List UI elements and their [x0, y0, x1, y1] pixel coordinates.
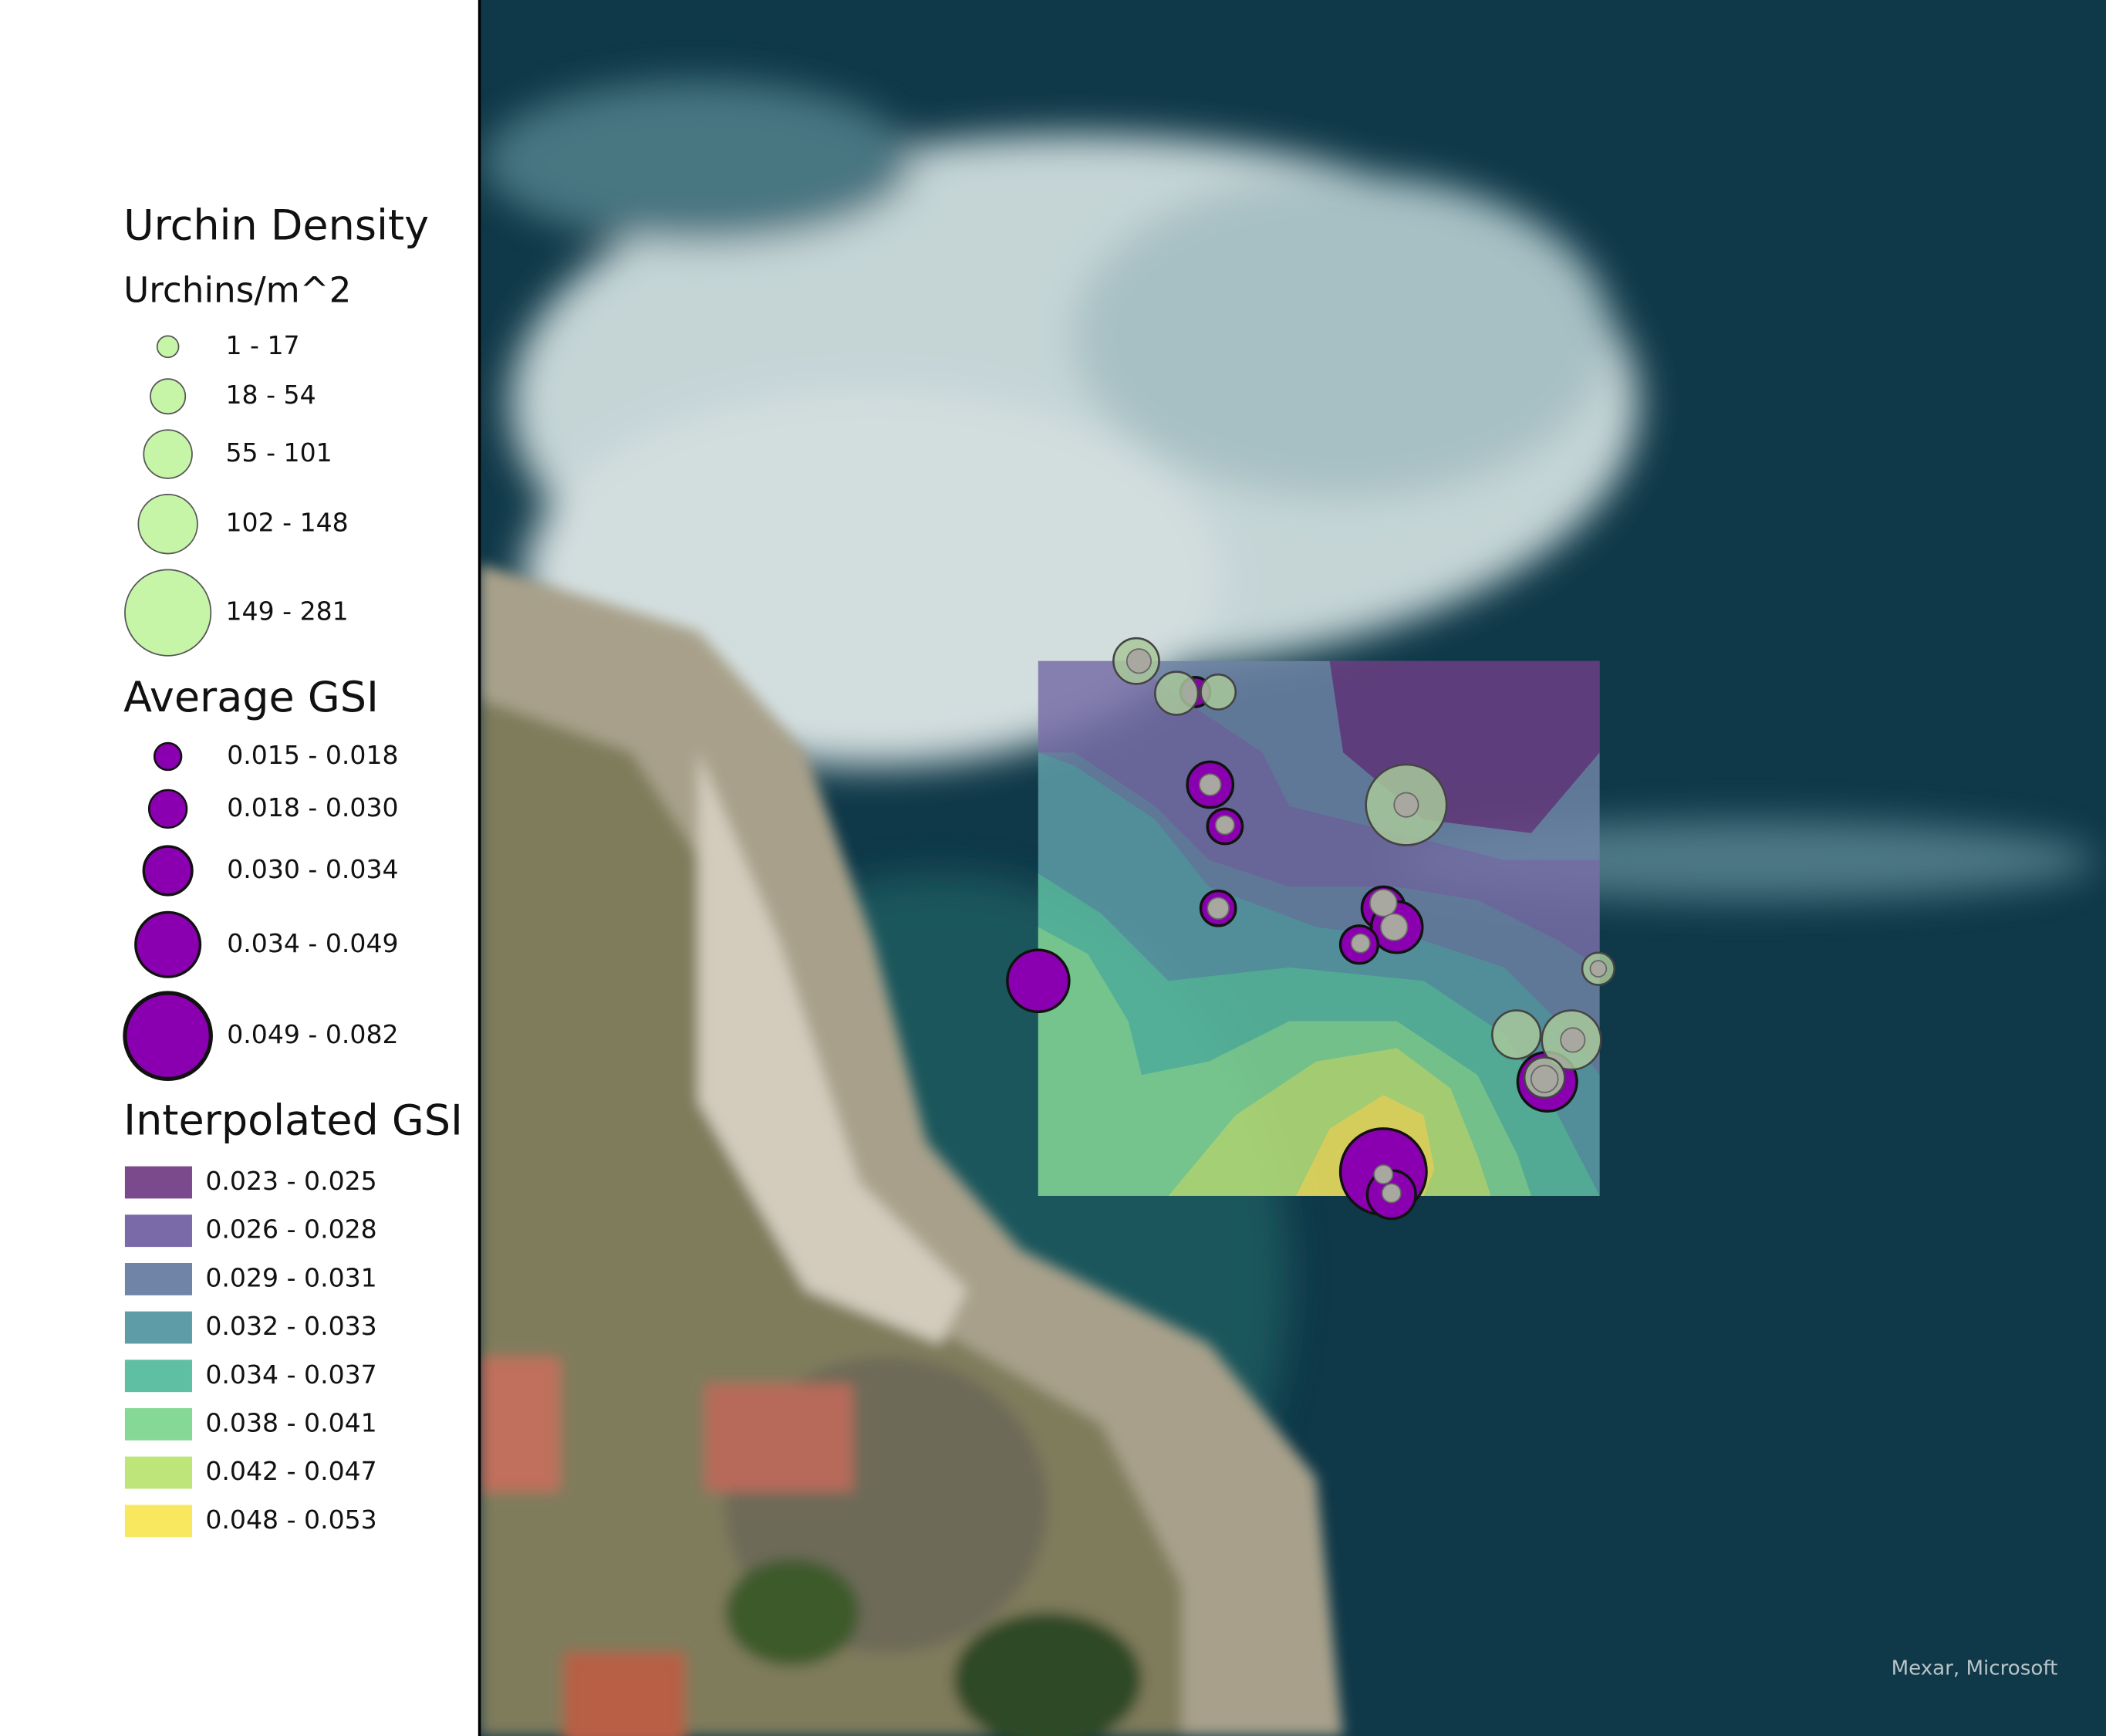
legend-label: 0.049 - 0.082 — [227, 1019, 398, 1049]
legend-symbol — [142, 845, 194, 897]
legend-panel — [0, 0, 480, 1736]
legend-swatch — [124, 1214, 192, 1248]
legend-swatch — [124, 1456, 192, 1489]
legend-symbol — [150, 378, 187, 415]
legend-symbol — [124, 569, 212, 657]
legend-title: Urchin Density — [123, 201, 429, 250]
legend-label: 0.048 - 0.053 — [205, 1505, 376, 1535]
legend-label: 18 - 54 — [225, 380, 316, 410]
legend-label: 0.032 - 0.033 — [205, 1311, 376, 1341]
legend-label: 0.015 - 0.018 — [227, 740, 398, 770]
attribution: Mexar, Microsoft — [1892, 1657, 2058, 1680]
legend-title: Interpolated GSI — [123, 1096, 463, 1145]
legend-swatch — [124, 1505, 192, 1538]
legend-symbol — [156, 335, 180, 359]
legend-symbol — [147, 789, 188, 829]
legend-label: 0.034 - 0.037 — [205, 1359, 376, 1390]
legend-label: 0.034 - 0.049 — [227, 928, 398, 958]
legend-label: 0.042 - 0.047 — [205, 1456, 376, 1486]
legend-symbol — [123, 991, 213, 1082]
legend-label: 149 - 281 — [225, 596, 348, 627]
legend-subtitle: Urchins/m^2 — [123, 270, 351, 311]
legend-label: 1 - 17 — [225, 330, 299, 360]
legend-symbol — [137, 493, 198, 555]
legend-swatch — [124, 1166, 192, 1199]
interpolated-surface — [1038, 660, 1600, 1196]
legend-swatch — [124, 1408, 192, 1440]
point-centers — [1126, 648, 1608, 1204]
legend-swatch — [124, 1311, 192, 1344]
legend-title: Average GSI — [123, 673, 379, 721]
legend-label: 0.018 - 0.030 — [227, 792, 398, 822]
legend-symbol — [143, 429, 193, 479]
legend-symbol — [153, 741, 183, 772]
legend-label: 102 - 148 — [225, 508, 348, 538]
legend-label: 0.023 - 0.025 — [205, 1166, 376, 1196]
legend-label: 0.026 - 0.028 — [205, 1214, 376, 1245]
legend-swatch — [124, 1262, 192, 1295]
legend-label: 0.029 - 0.031 — [205, 1262, 376, 1292]
legend-label: 0.030 - 0.034 — [227, 854, 398, 884]
legend-label: 0.038 - 0.041 — [205, 1407, 376, 1437]
legend-swatch — [124, 1359, 192, 1393]
legend-symbol — [134, 910, 202, 978]
legend-label: 55 - 101 — [225, 437, 332, 468]
